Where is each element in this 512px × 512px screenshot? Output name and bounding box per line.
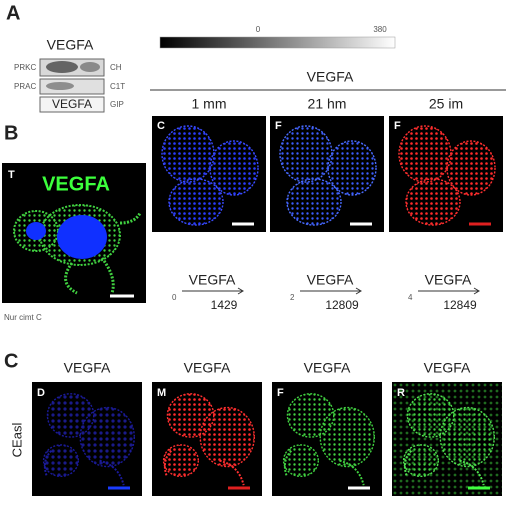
image-title: VEGFA	[184, 360, 231, 376]
blot-band	[46, 61, 78, 73]
image-letter: M	[157, 387, 166, 399]
cell-process	[43, 450, 125, 486]
blot-title: VEGFA	[47, 37, 94, 53]
image-title: VEGFA	[304, 360, 351, 376]
arrow-label: VEGFA	[307, 272, 354, 288]
heading: VEGFA	[307, 69, 354, 85]
blot-band-label: VEGFA	[52, 97, 92, 111]
cell	[319, 406, 375, 468]
arrow-value: 12849	[443, 298, 477, 312]
image-letter: F	[275, 120, 282, 132]
blot-band	[46, 82, 74, 90]
image-title: VEGFA	[424, 360, 471, 376]
micrograph: T VEGFA	[2, 163, 146, 303]
arrow-start: 4	[408, 293, 413, 302]
cell-process	[64, 212, 142, 295]
cell	[161, 125, 215, 183]
micrograph: D	[32, 382, 142, 496]
colorbar-min: 0	[256, 25, 261, 34]
arrow-head	[355, 287, 362, 295]
cell	[79, 406, 135, 468]
blot-right-label: CH	[110, 63, 122, 72]
micrograph: M	[152, 382, 262, 496]
nucleus	[26, 222, 46, 240]
blot-right-label: GIP	[110, 100, 124, 109]
image-letter: T	[8, 169, 15, 181]
image-letter: C	[157, 120, 165, 132]
blot-band	[80, 62, 100, 72]
row-label: CEasl	[9, 423, 24, 458]
nucleus	[57, 215, 107, 259]
micrograph: F	[389, 116, 503, 232]
arrow-label: VEGFA	[189, 272, 236, 288]
image-letter: F	[394, 120, 401, 132]
panel-label: C	[4, 350, 18, 372]
cell-process	[283, 450, 365, 486]
micrograph: F	[272, 382, 382, 496]
arrow-value: 12809	[325, 298, 359, 312]
cell	[286, 178, 342, 226]
cell	[327, 140, 377, 196]
image-title: VEGFA	[64, 360, 111, 376]
blot-left-label: PRKC	[14, 63, 36, 72]
cell	[42, 444, 80, 478]
arrow-head	[473, 287, 480, 295]
column-header: 25 im	[429, 96, 463, 112]
column-header: 1 mm	[192, 96, 227, 112]
blot-right-label: C1T	[110, 82, 125, 91]
micrograph: F	[270, 116, 384, 232]
colorbar-max: 380	[373, 25, 387, 34]
cell	[279, 125, 333, 183]
blot-left-label: PRAC	[14, 82, 36, 91]
cell	[282, 444, 320, 478]
cell	[199, 406, 255, 468]
cell-process	[163, 450, 245, 486]
arrow-head	[237, 287, 244, 295]
cell-process	[403, 450, 485, 486]
cell	[398, 125, 452, 183]
arrow-start: 2	[290, 293, 295, 302]
micrograph: R	[392, 382, 502, 496]
cell	[168, 178, 224, 226]
cell	[162, 444, 200, 478]
column-header: 21 hm	[308, 96, 347, 112]
cell	[446, 140, 496, 196]
caption: Nur cimt C	[4, 313, 42, 322]
colorbar	[159, 36, 396, 49]
image-title: VEGFA	[42, 173, 110, 195]
blot-row	[39, 96, 105, 113]
cell	[439, 406, 495, 468]
panel-label: A	[6, 2, 20, 24]
micrograph: C	[152, 116, 266, 232]
cell	[402, 444, 440, 478]
arrow-label: VEGFA	[425, 272, 472, 288]
cell	[405, 178, 461, 226]
image-letter: R	[397, 387, 405, 399]
panel-label: B	[4, 122, 18, 144]
arrow-value: 1429	[211, 298, 238, 312]
image-letter: D	[37, 387, 45, 399]
cell	[209, 140, 259, 196]
arrow-start: 0	[172, 293, 177, 302]
image-letter: F	[277, 387, 284, 399]
